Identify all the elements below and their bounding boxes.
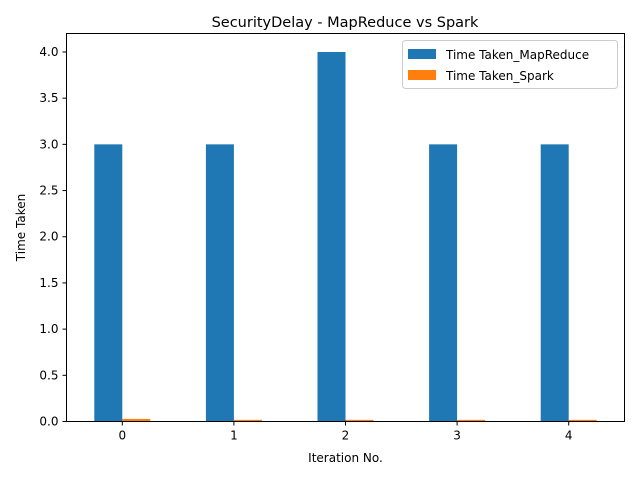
legend-swatch-spark <box>408 70 436 80</box>
bar-spark-3 <box>457 419 486 422</box>
x-axis-label: Iteration No. <box>308 451 383 465</box>
x-tick-label: 4 <box>565 429 573 443</box>
y-tick-label: 3.0 <box>39 137 58 151</box>
y-tick-label: 1.0 <box>39 322 58 336</box>
y-tick-label: 4.0 <box>39 45 58 59</box>
bar-spark-2 <box>345 419 374 422</box>
y-tick-label: 3.5 <box>39 91 58 105</box>
y-tick-label: 2.0 <box>39 230 58 244</box>
bar-spark-4 <box>568 419 597 422</box>
legend-box <box>402 40 618 89</box>
x-tick-label: 3 <box>453 429 461 443</box>
x-tick-label: 1 <box>230 429 238 443</box>
legend: Time Taken_MapReduce Time Taken_Spark <box>402 40 618 89</box>
legend-label-spark: Time Taken_Spark <box>445 69 554 83</box>
chart-title: SecurityDelay - MapReduce vs Spark <box>212 15 479 31</box>
legend-label-mapreduce: Time Taken_MapReduce <box>445 48 589 62</box>
bar-spark-0 <box>122 418 151 422</box>
y-tick-label: 1.5 <box>39 276 58 290</box>
legend-swatch-mapreduce <box>408 49 436 59</box>
y-tick-label: 0.5 <box>39 368 58 382</box>
x-tick-label: 2 <box>342 429 350 443</box>
y-tick-label: 2.5 <box>39 184 58 198</box>
bar-spark-1 <box>233 419 262 422</box>
bar-mapreduce-4 <box>540 144 569 422</box>
plot-area: 0 1 2 3 4 0.0 0.5 1.0 1.5 2.0 2.5 3.0 3.5 4.0 <box>39 45 597 443</box>
bar-mapreduce-1 <box>205 144 234 422</box>
y-tick-label: 0.0 <box>39 415 58 429</box>
y-axis-label: Time Taken <box>14 194 28 262</box>
axes-frame <box>66 33 625 422</box>
bar-mapreduce-0 <box>94 144 123 422</box>
bar-mapreduce-3 <box>429 144 458 422</box>
x-tick-label: 0 <box>118 429 126 443</box>
bar-mapreduce-2 <box>317 51 346 422</box>
